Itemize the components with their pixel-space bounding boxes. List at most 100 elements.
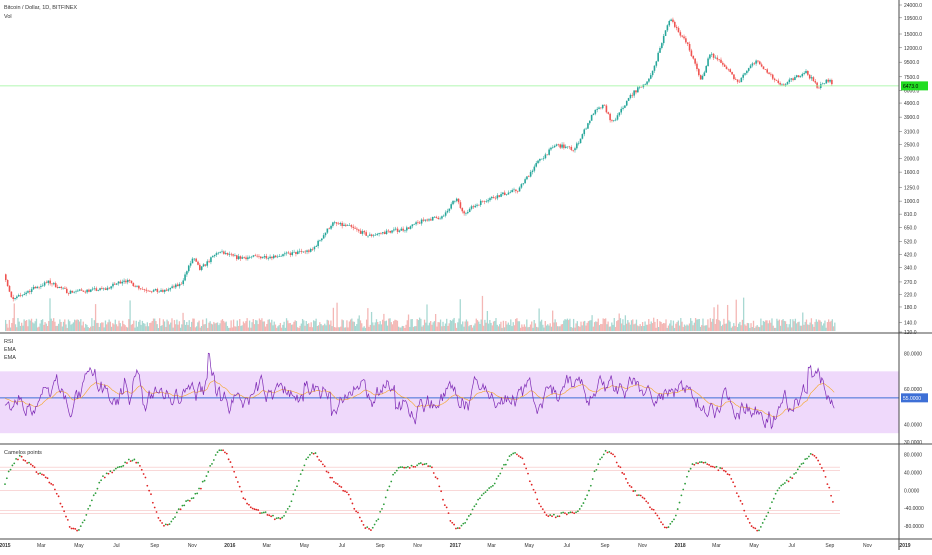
volume-bar	[22, 325, 24, 331]
oscillator-point	[462, 522, 465, 525]
volume-bar	[415, 326, 417, 331]
oscillator-point	[456, 527, 459, 529]
volume-bar	[391, 324, 394, 331]
volume-bar	[266, 323, 268, 331]
candle	[670, 19, 672, 21]
oscillator-point	[414, 465, 417, 468]
candle	[411, 224, 414, 227]
volume-bar	[561, 324, 564, 331]
oscillator-point	[312, 452, 315, 455]
volume-bar	[781, 320, 783, 331]
oscillator-point	[654, 512, 657, 515]
oscillator-point	[525, 467, 528, 470]
volume-bar	[485, 322, 487, 331]
oscillator-point	[541, 508, 544, 511]
oscillator-point	[174, 516, 176, 519]
candle	[202, 264, 205, 267]
volume-bar	[434, 313, 437, 331]
oscillator-point	[447, 512, 450, 515]
oscillator-point	[809, 452, 812, 455]
price-tick-label: 2000.0	[904, 156, 920, 162]
volume-bar	[336, 302, 338, 331]
time-tick-label: May	[74, 543, 84, 549]
volume-bar	[267, 319, 269, 331]
time-axis[interactable]: 2015 Mar May Jul Sep Nov 2016 Mar May Jul Sep Nov 20…	[0, 543, 911, 549]
candle	[812, 77, 815, 82]
candle	[65, 288, 68, 294]
oscillator-point	[344, 490, 346, 493]
oscillator-point	[663, 526, 666, 529]
oscillator-point	[595, 469, 598, 471]
candle	[86, 289, 88, 293]
candle	[675, 26, 678, 28]
volume-bar	[401, 325, 404, 331]
candle	[707, 58, 709, 66]
candle	[607, 112, 610, 114]
volume-bar	[666, 327, 668, 331]
volume-bar	[587, 321, 590, 331]
volume-bar	[390, 322, 392, 331]
candle	[544, 154, 547, 159]
volume-bar	[457, 322, 459, 331]
volume-bar	[345, 327, 347, 331]
candle	[827, 79, 829, 82]
candle	[605, 105, 608, 113]
candle	[284, 253, 286, 255]
volume-bar	[549, 323, 551, 331]
oscillator-point	[168, 523, 171, 526]
volume-bar	[278, 324, 280, 331]
volume-bar	[830, 320, 832, 331]
volume-bar	[818, 319, 820, 331]
oscillator-point	[395, 469, 398, 472]
oscillator-point	[623, 473, 625, 475]
oscillator-point	[480, 494, 483, 497]
oscillator-point	[772, 497, 775, 500]
price-axis[interactable]: 24000.019500.015000.012000.09500.07500.0…	[899, 3, 928, 336]
volume-bar	[720, 326, 723, 331]
oscillator-point	[726, 473, 729, 476]
oscillator-point	[142, 473, 145, 475]
oscillator-point	[129, 460, 132, 462]
candle	[265, 256, 268, 259]
rsi-legend-ema-1: EMA	[4, 347, 16, 353]
candle	[577, 143, 580, 144]
candle	[441, 216, 443, 219]
volume-bar	[363, 326, 365, 331]
volume-bar	[410, 319, 412, 331]
oscillator-point	[689, 467, 692, 470]
candle	[428, 219, 430, 221]
volume-bar	[364, 327, 367, 331]
oscillator-point	[268, 514, 271, 517]
rsi-legend-rsi: RSI	[4, 339, 14, 345]
candle	[762, 66, 765, 70]
candle	[814, 81, 817, 83]
candle	[158, 291, 160, 293]
volume-bar	[471, 327, 474, 331]
oscillator-point	[309, 453, 311, 456]
last-price-badge	[901, 81, 928, 91]
candle	[770, 73, 772, 75]
volume-bar	[813, 326, 815, 331]
oscillator-point	[678, 501, 681, 504]
volume-bar	[777, 320, 779, 331]
volume-bar	[337, 327, 339, 331]
oscillator-point	[205, 475, 208, 477]
oscillator-point	[756, 529, 759, 532]
volume-bar	[407, 314, 410, 331]
volume-bar	[211, 324, 214, 331]
volume-bar	[464, 321, 466, 331]
volume-bar	[369, 324, 371, 331]
candle	[256, 255, 258, 257]
price-tick-label: 2500.0	[904, 143, 920, 149]
price-tick-label: 270.0	[904, 280, 917, 286]
oscillator-point	[124, 461, 127, 464]
oscillator-point	[628, 484, 631, 487]
volume-bar	[18, 321, 20, 331]
volume-bar	[591, 315, 593, 331]
volume-bar	[735, 299, 737, 331]
volume-bar	[707, 319, 709, 331]
